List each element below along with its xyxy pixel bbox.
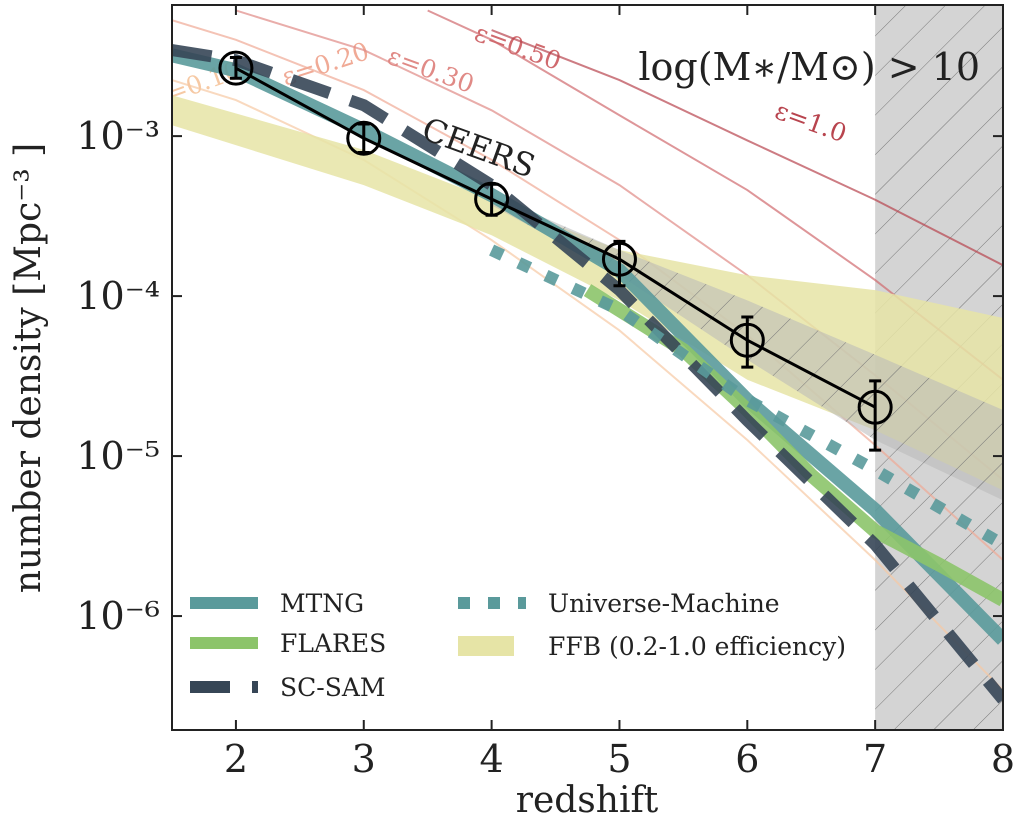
legend-label: FLARES [280,629,386,658]
y-tick-label: 10⁻⁵ [76,434,160,478]
x-tick-label: 7 [863,737,887,781]
efficiency-curve [491,29,1003,267]
x-tick-label: 3 [352,737,376,781]
data-point [346,120,382,156]
legend-label: FFB (0.2-1.0 efficiency) [548,632,846,661]
data-point [474,181,510,217]
legend: MTNG FLARES SC-SAM Universe-Machine FFB (0.2… [190,589,846,702]
efficiency-label: ε=0.30 [384,41,478,99]
y-tick-label: 10⁻⁶ [76,594,160,638]
series-line [235,66,876,409]
legend-swatch [458,636,514,656]
y-tick-label: 10⁻³ [76,114,160,158]
efficiency-label: ε=0.50 [471,18,565,76]
x-tick-label: 2 [224,737,248,781]
y-tick-label: 10⁻⁴ [76,274,160,318]
error-bar [613,239,626,288]
legend-label: Universe-Machine [548,589,780,618]
error-bar [229,56,242,80]
legend-label: MTNG [280,589,364,618]
data-point [729,322,765,358]
efficiency-curve [172,79,1003,691]
y-axis-label: number density [Mpc⁻³ ] [8,143,49,593]
x-axis-label: redshift [516,780,659,821]
annotation: log(M∗/M⊙) > 10 [638,45,980,89]
efficiency-curve [172,19,1003,561]
axes: 2 3 4 5 6 7 8 10⁻³ 10⁻⁴ 10⁻⁵ 10⁻⁶ [76,5,1015,781]
series-line [489,244,1003,550]
data-point [857,389,893,425]
x-tick-label: 8 [991,737,1015,781]
x-tick-label: 4 [480,737,504,781]
plot-frame [171,4,1004,731]
x-tick-label: 6 [735,737,759,781]
data-point [601,241,637,277]
efficiency-label: ε=1.0 [771,96,850,148]
band [172,95,1003,491]
data-point [218,50,254,86]
series-line [172,44,1003,704]
x-tick-label: 5 [607,737,631,781]
legend-label: SC-SAM [280,673,385,702]
